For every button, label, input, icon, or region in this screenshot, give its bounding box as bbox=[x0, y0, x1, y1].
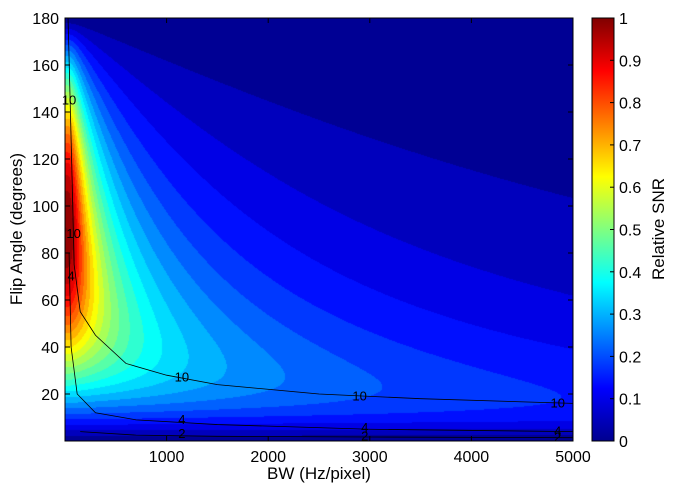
y-tick-label-3: 80 bbox=[41, 246, 59, 263]
colorbar-tick-label-1: 0.1 bbox=[619, 392, 641, 409]
colorbar-tick-label-8: 0.8 bbox=[619, 96, 641, 113]
y-tick-label-5: 120 bbox=[32, 152, 59, 169]
x-tick-label-1: 2000 bbox=[250, 449, 286, 466]
contour-label-0-4: 10 bbox=[551, 395, 565, 410]
y-axis: 20 40 60 80 100 120 140 160 180 bbox=[32, 11, 573, 404]
colorbar-tick-label-4: 0.4 bbox=[619, 265, 641, 282]
colorbar-label: Relative SNR bbox=[649, 178, 668, 280]
y-tick-label-7: 160 bbox=[32, 58, 59, 75]
contour-label-1-3: 4 bbox=[554, 424, 561, 439]
colorbar-tick-label-9: 0.9 bbox=[619, 53, 641, 70]
contour-line-0 bbox=[67, 17, 574, 404]
contour-label-0-1: 10 bbox=[66, 226, 80, 241]
colorbar-tick-label-6: 0.6 bbox=[619, 180, 641, 197]
y-tick-label-2: 60 bbox=[41, 293, 59, 310]
contour-label-0-3: 10 bbox=[352, 388, 366, 403]
x-axis-label: BW (Hz/pixel) bbox=[267, 464, 371, 483]
contour-label-0-2: 10 bbox=[175, 370, 189, 385]
contour-label-2-1: 2 bbox=[361, 428, 368, 443]
contour-label-2-0: 2 bbox=[178, 426, 185, 441]
contour-label-1-1: 4 bbox=[178, 412, 185, 427]
y-tick-label-1: 40 bbox=[41, 340, 59, 357]
x-tick-label-2: 3000 bbox=[352, 449, 388, 466]
y-tick-label-0: 20 bbox=[41, 387, 59, 404]
x-tick-label-0: 1000 bbox=[149, 449, 185, 466]
colorbar-ticks: 0 0.1 0.2 0.3 0.4 0.5 0.6 0.7 0.8 0.9 1 bbox=[610, 11, 641, 451]
colorbar-tick-label-0: 0 bbox=[619, 434, 628, 451]
y-tick-label-8: 180 bbox=[32, 11, 59, 28]
colorbar-tick-label-10: 1 bbox=[619, 11, 628, 28]
contour-line-1 bbox=[68, 252, 574, 432]
plot-frame bbox=[64, 17, 574, 442]
colorbar-tick-label-2: 0.2 bbox=[619, 349, 641, 366]
contour-label-1-0: 4 bbox=[67, 269, 74, 284]
y-tick-label-6: 140 bbox=[32, 105, 59, 122]
contour-label-2-2: 2 bbox=[554, 429, 561, 444]
contour-label-1-2: 4 bbox=[361, 420, 368, 435]
colorbar-tick-label-3: 0.3 bbox=[619, 307, 641, 324]
x-tick-label-3: 4000 bbox=[454, 449, 490, 466]
x-axis: 1000 2000 3000 4000 5000 bbox=[149, 18, 591, 466]
contour-label-0-0: 10 bbox=[62, 92, 76, 107]
heatmap-surface bbox=[65, 18, 573, 441]
contour-lines bbox=[67, 17, 574, 439]
contour-line-2 bbox=[80, 431, 574, 439]
y-axis-label: Flip Angle (degrees) bbox=[7, 153, 26, 305]
x-tick-label-4: 5000 bbox=[555, 449, 591, 466]
colorbar-tick-label-7: 0.7 bbox=[619, 138, 641, 155]
y-tick-label-4: 100 bbox=[32, 199, 59, 216]
colorbar-tick-label-5: 0.5 bbox=[619, 223, 641, 240]
